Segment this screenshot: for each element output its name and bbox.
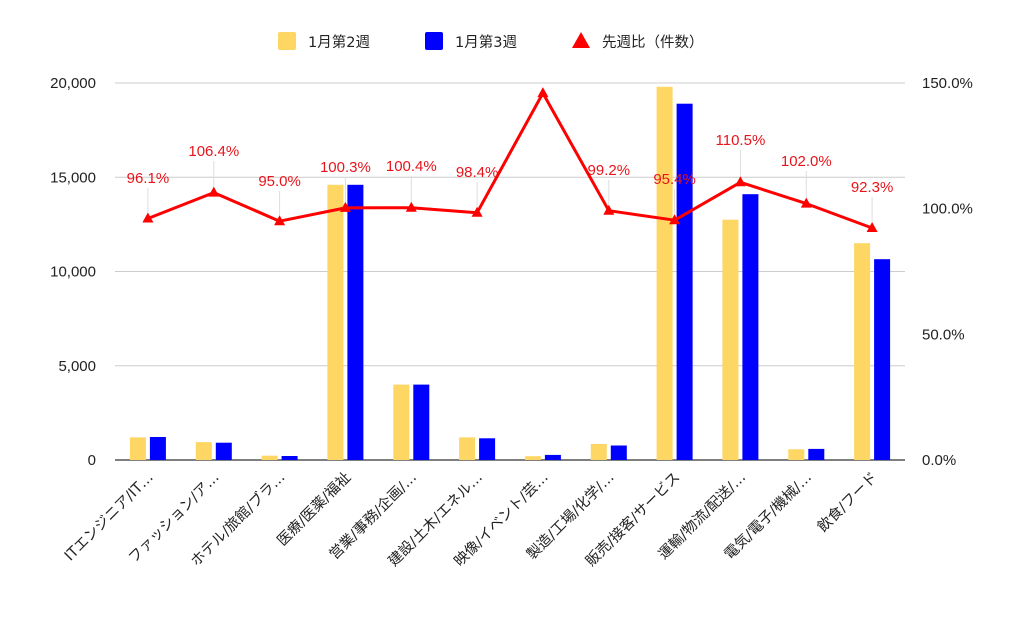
ratio-point	[208, 186, 220, 197]
bar-week2	[590, 444, 607, 460]
category-label: 飲食/フード	[814, 469, 881, 536]
legend-swatch	[425, 32, 443, 50]
ratio-point	[471, 206, 483, 217]
right-tick-label: 150.0%	[922, 75, 973, 92]
ratio-point	[603, 204, 615, 215]
bar-week2	[327, 184, 344, 461]
bar-week3	[479, 438, 496, 460]
bar-week3	[149, 437, 166, 460]
bar-week3	[610, 445, 627, 460]
bar-week3	[808, 448, 825, 460]
legend-label: 1月第3週	[455, 33, 517, 51]
left-tick-label: 15,000	[50, 169, 96, 186]
bar-week3	[676, 103, 693, 460]
bar-week3	[742, 194, 759, 460]
bar-week2	[261, 455, 278, 460]
ratio-data-label: 96.1%	[127, 170, 170, 187]
ratio-series-line	[147, 91, 873, 230]
ratio-data-label: 98.4%	[456, 164, 499, 181]
ratio-data-label: 92.3%	[851, 179, 894, 196]
legend-label: 先週比（件数）	[602, 34, 704, 51]
ratio-point	[142, 212, 154, 223]
bar-week2	[195, 442, 212, 460]
bar-week2	[788, 449, 805, 460]
ratio-point	[866, 222, 878, 232]
bars	[129, 86, 891, 461]
ratio-data-label: 100.4%	[386, 158, 437, 175]
bar-week3	[347, 184, 364, 461]
label-leaders	[147, 150, 873, 222]
ratio-point	[669, 214, 681, 225]
bar-week2	[459, 437, 476, 460]
ratio-data-label: 95.4%	[653, 171, 696, 188]
legend-swatch	[278, 32, 296, 50]
legend-swatch	[572, 32, 590, 48]
ratio-data-label: 99.2%	[588, 162, 631, 179]
bar-week3	[413, 384, 430, 460]
ratio-point	[734, 176, 746, 187]
legend: 1月第2週 1月第3週 先週比（件数）	[278, 32, 704, 51]
right-axis: 0.0% 50.0% 100.0% 150.0%	[922, 75, 973, 469]
ratio-data-label: 106.4%	[188, 143, 239, 160]
right-tick-label: 100.0%	[922, 201, 973, 218]
bar-week2	[854, 243, 871, 460]
bar-week2	[656, 86, 673, 461]
ratio-point	[274, 215, 286, 226]
bar-week2	[129, 437, 146, 460]
ratio-point	[339, 201, 351, 212]
bar-week3	[874, 259, 891, 460]
bar-week2	[393, 384, 410, 460]
category-axis: ITエンジニア/IT…ファッション/ア…ホテル/旅館/ブラ…医療/医薬/福祉営業…	[62, 468, 881, 570]
bar-week3	[215, 442, 232, 460]
right-tick-label: 50.0%	[922, 326, 965, 343]
bar-week3	[544, 454, 561, 460]
ratio-point	[405, 201, 417, 212]
ratio-point	[800, 197, 812, 208]
ratio-data-label: 95.0%	[258, 173, 301, 190]
left-tick-label: 10,000	[50, 264, 96, 281]
right-tick-label: 0.0%	[922, 452, 956, 469]
ratio-data-label: 102.0%	[781, 153, 832, 170]
bar-week2	[524, 456, 541, 460]
legend-label: 1月第2週	[308, 33, 370, 51]
ratio-point	[537, 87, 549, 98]
ratio-line	[142, 87, 878, 232]
bar-week2	[722, 219, 739, 460]
ratio-data-label: 110.5%	[716, 132, 766, 149]
left-tick-label: 20,000	[50, 75, 96, 92]
left-axis: 0 5,000 10,000 15,000 20,000	[50, 75, 96, 469]
data-labels: 96.1% 106.4% 95.0% 100.3% 100.4% 98.4% 99.2% 95…	[127, 132, 894, 196]
gridlines	[115, 82, 905, 461]
bar-week3	[281, 456, 298, 460]
ratio-data-label: 100.3%	[320, 159, 371, 176]
left-tick-label: 0	[88, 452, 96, 469]
left-tick-label: 5,000	[58, 358, 96, 375]
